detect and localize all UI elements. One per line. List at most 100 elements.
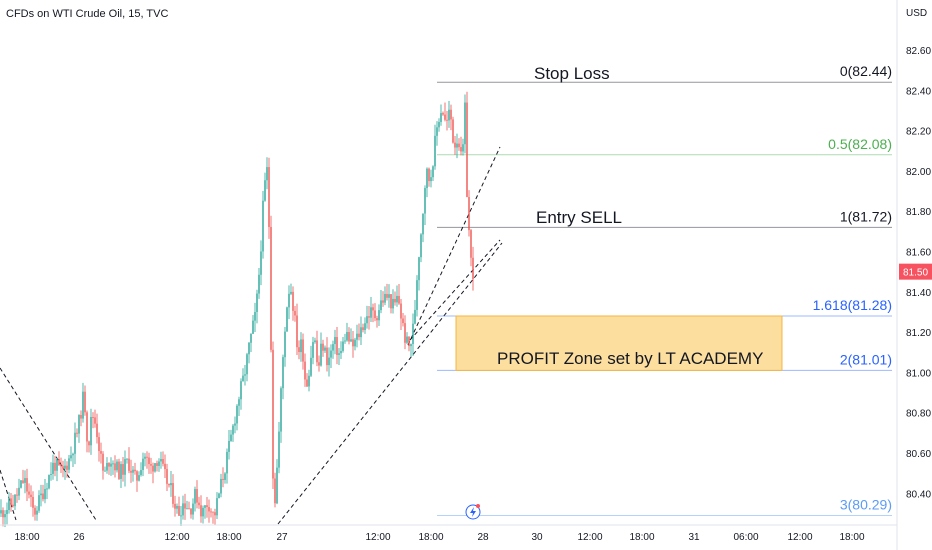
candle-body	[16, 494, 18, 496]
candle-body	[374, 310, 376, 319]
candle-body	[334, 336, 336, 345]
x-tick-label: 12:00	[164, 532, 189, 543]
candle-body	[160, 459, 162, 462]
candle-body	[94, 417, 96, 424]
candle-body	[328, 357, 330, 366]
current-price-label: 81.50	[903, 268, 928, 279]
candle-body	[462, 144, 464, 152]
candle-body	[454, 142, 456, 148]
candle-body	[404, 323, 406, 343]
candle-body	[368, 316, 370, 318]
candle-body	[234, 423, 236, 426]
candle-body	[264, 180, 266, 201]
candle-body	[222, 478, 224, 480]
candle-body	[102, 453, 104, 471]
candle-body	[132, 469, 134, 473]
candle-body	[440, 113, 442, 122]
candle-body	[110, 463, 112, 467]
flash-icon[interactable]	[465, 504, 481, 520]
price-axis: USD 82.60 82.40 82.20 82.00 81.80 81.60 81.40 81…	[896, 0, 932, 550]
candle-body	[336, 336, 338, 355]
candle-body	[282, 357, 284, 389]
candle-body	[206, 505, 208, 508]
candle-body	[308, 375, 310, 387]
x-tick-label: 28	[477, 532, 489, 543]
candle-body	[370, 307, 372, 318]
candle-body	[332, 344, 334, 351]
candle-body	[216, 498, 218, 516]
candle-body	[22, 480, 24, 483]
candle-body	[268, 167, 270, 227]
candle-body	[108, 463, 110, 467]
candle-body	[28, 491, 30, 495]
candle-body	[204, 505, 206, 508]
candle-body	[2, 510, 4, 518]
candle-body	[196, 489, 198, 503]
current-price-badge	[899, 263, 932, 280]
x-tick-label: 26	[73, 532, 85, 543]
candle-body	[312, 342, 314, 358]
candle-body	[350, 339, 352, 342]
candle-body	[176, 505, 178, 509]
candle-body	[30, 494, 32, 497]
y-tick-label: 81.00	[906, 368, 931, 379]
candle-body	[166, 469, 168, 484]
candle-body	[292, 291, 294, 311]
candle-body	[360, 327, 362, 338]
x-tick-label: 27	[276, 532, 288, 543]
candle-body	[378, 310, 380, 321]
candle-body	[180, 515, 182, 517]
profit-zone	[455, 315, 783, 371]
candle-body	[446, 119, 448, 121]
candle-body	[66, 465, 68, 470]
candle-body	[314, 340, 316, 343]
candle-body	[182, 503, 184, 516]
candle-body	[156, 463, 158, 466]
candle-body	[300, 339, 302, 353]
trend-line-5	[409, 239, 501, 341]
candle-body	[60, 465, 62, 467]
candle-body	[232, 425, 234, 435]
candle-body	[254, 311, 256, 321]
candle-body	[452, 119, 454, 143]
candle-body	[124, 459, 126, 475]
candle-body	[442, 113, 444, 115]
candle-body	[170, 483, 172, 486]
y-tick-label: 81.60	[906, 248, 931, 259]
candle-body	[330, 350, 332, 358]
candle-body	[284, 331, 286, 358]
candle-body	[46, 488, 48, 490]
y-tick-label: 82.60	[906, 46, 931, 57]
candle-body	[12, 504, 14, 507]
candle-body	[54, 462, 56, 471]
candle-body	[162, 459, 164, 464]
candle-body	[432, 166, 434, 178]
trend-line-3	[277, 242, 503, 525]
candle-body	[70, 455, 72, 459]
candle-body	[126, 458, 128, 460]
trend-line-4	[407, 146, 501, 346]
fib-level-label: 0.5(82.08)	[828, 136, 892, 152]
candle-body	[168, 483, 170, 486]
y-tick-label: 81.20	[906, 328, 931, 339]
candle-body	[348, 332, 350, 342]
candle-body	[76, 432, 78, 434]
candle-body	[178, 505, 180, 516]
candle-body	[10, 498, 12, 505]
candle-body	[148, 457, 150, 465]
candle-body	[256, 293, 258, 312]
candle-body	[288, 293, 290, 308]
candle-body	[290, 291, 292, 294]
candle-body	[186, 508, 188, 510]
candle-body	[280, 388, 282, 432]
candle-body	[92, 416, 94, 418]
candle-body	[384, 293, 386, 303]
candle-body	[218, 493, 220, 499]
candle-body	[14, 494, 16, 507]
candle-body	[304, 361, 306, 380]
candle-body	[40, 493, 42, 496]
candle-body	[436, 127, 438, 136]
trend-lines	[0, 146, 503, 525]
candle-body	[276, 467, 278, 504]
